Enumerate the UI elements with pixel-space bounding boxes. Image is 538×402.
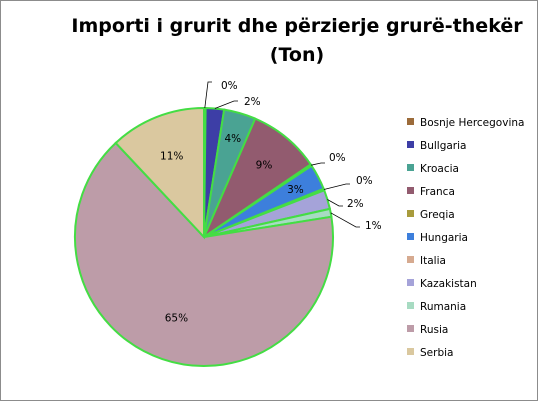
legend: Bosnje Hercegovina Bullgaria Kroacia Franca… bbox=[407, 117, 524, 359]
legend-label-serbia: Serbia bbox=[420, 347, 453, 359]
data-label-rumania: 1% bbox=[365, 220, 382, 232]
legend-swatch-kazakistan bbox=[407, 279, 414, 286]
data-label-kroacia: 4% bbox=[224, 133, 241, 145]
legend-label-kazakistan: Kazakistan bbox=[420, 278, 477, 290]
legend-swatch-franca bbox=[407, 187, 414, 194]
legend-swatch-serbia bbox=[407, 348, 414, 355]
legend-label-bullgaria: Bullgaria bbox=[420, 140, 466, 152]
legend-label-rusia: Rusia bbox=[420, 324, 448, 336]
pie-slice-rusia bbox=[74, 141, 334, 367]
legend-swatch-bosnje-hercegovina bbox=[407, 118, 414, 125]
legend-swatch-kroacia bbox=[407, 164, 414, 171]
leader-line-italia bbox=[323, 183, 350, 190]
legend-label-greqia: Greqia bbox=[420, 209, 455, 221]
data-label-rusia: 65% bbox=[165, 313, 188, 325]
legend-swatch-greqia bbox=[407, 210, 414, 217]
data-label-serbia: 11% bbox=[160, 150, 183, 162]
legend-label-kroacia: Kroacia bbox=[420, 163, 459, 175]
legend-label-franca: Franca bbox=[420, 186, 455, 198]
data-label-bullgaria: 2% bbox=[244, 96, 261, 108]
leader-line-bullgaria bbox=[214, 100, 238, 109]
data-label-greqia: 0% bbox=[329, 152, 346, 164]
legend-swatch-italia bbox=[407, 256, 414, 263]
legend-label-rumania: Rumania bbox=[420, 301, 466, 313]
data-label-italia: 0% bbox=[356, 175, 373, 187]
leader-line-kazakistan bbox=[327, 199, 343, 207]
data-labels: 0%2%4%9%0%3%0%2%1%65%11% bbox=[160, 80, 382, 325]
data-label-franca: 9% bbox=[256, 159, 273, 171]
leader-line-bosnje-hercegovina bbox=[204, 81, 212, 109]
legend-swatch-bullgaria bbox=[407, 141, 414, 148]
chart-title-line-1: Importi i grurit dhe përzierje grurë-the… bbox=[71, 15, 523, 37]
chart-title-line-2: (Ton) bbox=[270, 44, 324, 66]
legend-swatch-hungaria bbox=[407, 233, 414, 240]
legend-label-italia: Italia bbox=[420, 255, 446, 267]
data-label-kazakistan: 2% bbox=[347, 198, 364, 210]
leader-line-greqia bbox=[311, 162, 325, 166]
legend-swatch-rumania bbox=[407, 302, 414, 309]
data-label-hungaria: 3% bbox=[287, 184, 304, 196]
legend-label-bosnje-hercegovina: Bosnje Hercegovina bbox=[420, 117, 524, 129]
data-label-bosnje-hercegovina: 0% bbox=[221, 80, 238, 92]
legend-swatch-rusia bbox=[407, 325, 414, 332]
pie-slice-serbia bbox=[114, 106, 205, 240]
legend-label-hungaria: Hungaria bbox=[420, 232, 468, 244]
pie-slices bbox=[74, 106, 334, 367]
leader-line-rumania bbox=[330, 212, 360, 228]
